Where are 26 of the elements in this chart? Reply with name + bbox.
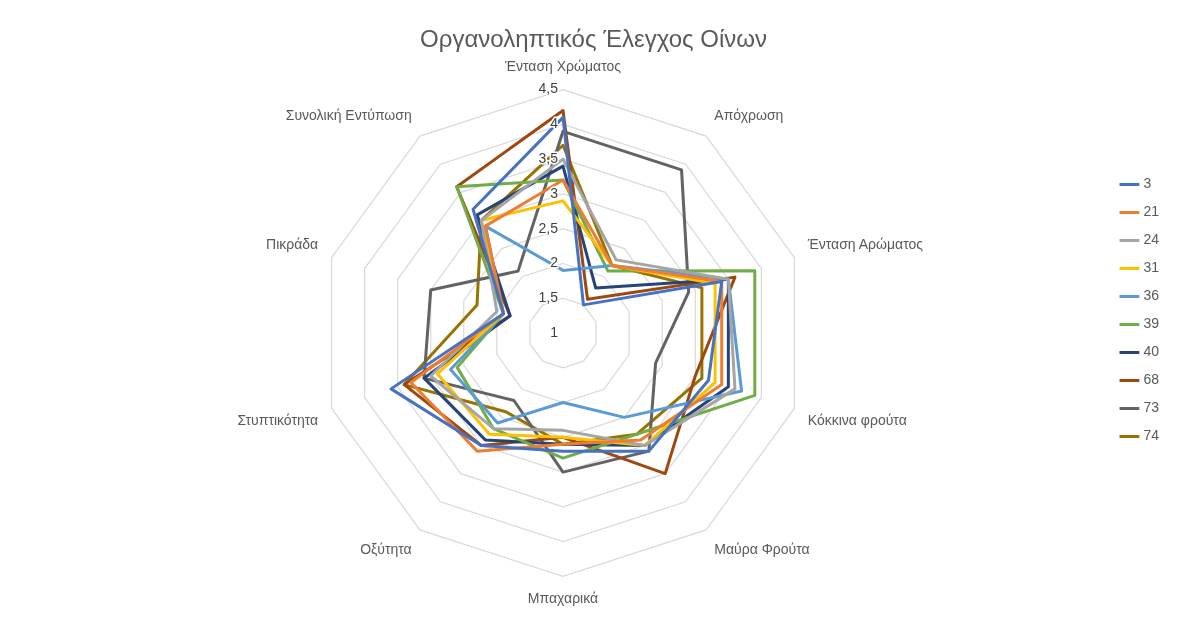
spoke-label: Κόκκινα φρούτα bbox=[807, 411, 907, 428]
spoke-label: Μαύρα Φρούτα bbox=[714, 540, 810, 557]
spoke-label: Οξύτητα bbox=[360, 540, 412, 557]
legend-label: 39 bbox=[1143, 315, 1160, 332]
legend-label: 68 bbox=[1143, 371, 1160, 388]
y-tick-label: 1,5 bbox=[538, 289, 559, 306]
y-tick-label: 2,5 bbox=[538, 219, 559, 236]
spoke-label: Στυπτικότητα bbox=[237, 411, 319, 428]
legend-label: 3 bbox=[1143, 175, 1152, 192]
legend-label: 31 bbox=[1143, 259, 1160, 276]
spoke-label: Ένταση Χρώματος bbox=[504, 58, 622, 75]
y-tick-label: 1 bbox=[550, 323, 559, 340]
spoke-label: Μπαχαρικά bbox=[527, 589, 599, 606]
legend-label: 73 bbox=[1143, 399, 1160, 416]
legend-label: 40 bbox=[1143, 343, 1160, 360]
spoke-label: Πικράδα bbox=[266, 235, 319, 252]
legend-label: 36 bbox=[1143, 287, 1160, 304]
legend-label: 21 bbox=[1143, 203, 1160, 220]
y-tick-label: 4,5 bbox=[538, 80, 559, 97]
chart-title: Οργανοληπτικός Έλεγχος Οίνων bbox=[420, 25, 767, 53]
spoke-label: Απόχρωση bbox=[714, 107, 784, 124]
spoke-label: Ένταση Αρώματος bbox=[806, 235, 924, 252]
legend-label: 24 bbox=[1143, 231, 1160, 248]
legend-label: 74 bbox=[1143, 427, 1160, 444]
y-tick-label: 3 bbox=[550, 184, 559, 201]
spoke-label: Συνολική Εντύπωση bbox=[285, 107, 412, 124]
